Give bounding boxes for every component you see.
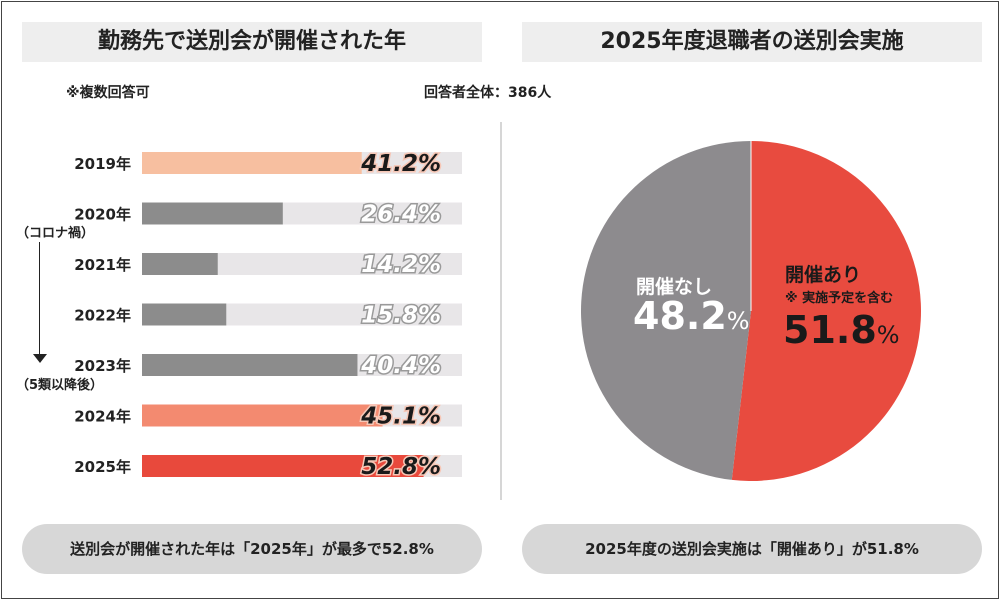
- pie-slice-value: 48.2%: [633, 294, 750, 338]
- pie-slice-sublabel: ※ 実施予定を含む: [785, 290, 893, 306]
- bar: [142, 152, 362, 174]
- bar-summary-pill: 送別会が開催された年は「2025年」が最多で52.8%: [22, 524, 482, 574]
- class5-period-note: （5類以降後）: [16, 378, 104, 393]
- year-label: 2024年: [74, 408, 131, 426]
- year-label: 2025年: [74, 458, 131, 476]
- pie-slice-label: 開催あり: [785, 263, 861, 286]
- multiple-answers-note: ※複数回答可: [66, 85, 150, 101]
- panel-divider: [500, 122, 502, 500]
- bar: [142, 303, 227, 326]
- bar-chart-title-text: 勤務先で送別会が開催された年: [97, 29, 406, 54]
- bar-value-label: 40.4%: [360, 353, 441, 379]
- year-label: 2020年: [74, 206, 131, 224]
- down-arrow-icon: [33, 354, 47, 363]
- pie-slice-value: 51.8%: [783, 308, 900, 352]
- bar-value-label: 14.2%: [361, 252, 441, 278]
- bar: [142, 455, 424, 477]
- bar: [142, 404, 383, 427]
- bar: [142, 253, 218, 275]
- pie-slice: [581, 141, 751, 480]
- year-label: 2022年: [74, 307, 131, 325]
- bar-chart-svg: 2019年 41.2% 2020年 26.4% 2021年 14.2% 2022年 15.8%…: [74, 150, 462, 482]
- bar-value-label: 26.4%: [361, 202, 441, 228]
- bar-chart-title: 勤務先で送別会が開催された年: [22, 22, 482, 62]
- pie-chart-title: 2025年度退職者の送別会実施: [522, 22, 982, 62]
- pie-slice: [731, 141, 922, 481]
- covid-period-note: （コロナ禍）: [16, 226, 95, 241]
- pie-summary-pill: 2025年度の送別会実施は「開催あり」が51.8%: [522, 524, 982, 574]
- bar: [142, 202, 283, 225]
- pie-percent-sign: %: [877, 321, 900, 349]
- pie-slice-label: 開催なし: [636, 275, 712, 298]
- pie-percent-sign: %: [727, 307, 750, 335]
- year-label: 2019年: [74, 155, 131, 173]
- year-label: 2023年: [74, 357, 131, 375]
- respondents-total-note: 回答者全体：386人: [424, 85, 552, 101]
- bar-value-label: 41.2%: [360, 151, 441, 177]
- bar-value-label: 15.8%: [361, 303, 441, 329]
- bar-track: [142, 253, 462, 275]
- bar-value-label: 45.1%: [360, 404, 441, 430]
- bar-value-label: 52.8%: [361, 454, 441, 480]
- bar: [142, 354, 358, 376]
- period-arrow-line: [39, 242, 40, 358]
- pie-chart-title-text: 2025年度退職者の送別会実施: [600, 29, 904, 54]
- year-label: 2021年: [74, 256, 131, 274]
